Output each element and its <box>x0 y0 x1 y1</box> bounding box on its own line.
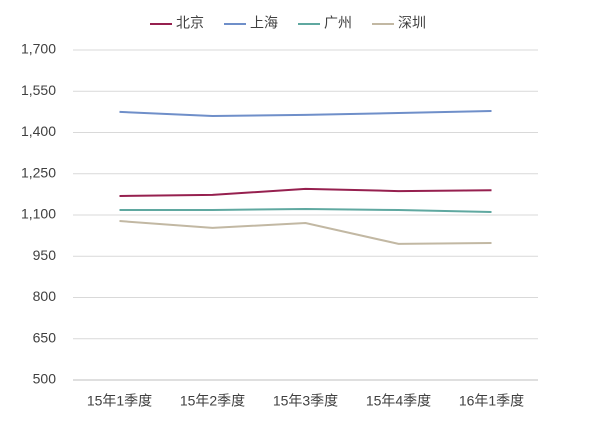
legend-label: 广州 <box>324 15 352 31</box>
y-tick-label: 1,400 <box>21 123 56 139</box>
x-tick-label: 15年1季度 <box>87 393 152 409</box>
legend-label: 北京 <box>176 15 204 31</box>
legend-label: 深圳 <box>398 15 426 31</box>
x-tick-label: 15年3季度 <box>273 393 338 409</box>
y-tick-label: 1,700 <box>21 41 56 57</box>
y-tick-label: 1,250 <box>21 164 56 180</box>
y-tick-label: 1,100 <box>21 206 56 222</box>
x-tick-label: 15年4季度 <box>366 393 431 409</box>
line-series <box>119 220 492 245</box>
x-tick-label: 15年2季度 <box>180 393 245 409</box>
line-series <box>119 110 492 118</box>
y-tick-label: 950 <box>33 247 57 263</box>
y-tick-label: 500 <box>33 371 57 387</box>
x-tick-label: 16年1季度 <box>459 393 524 409</box>
y-tick-label: 650 <box>33 329 57 345</box>
line-series <box>119 187 492 198</box>
line-series <box>119 207 492 213</box>
y-tick-label: 1,550 <box>21 82 56 98</box>
y-tick-label: 800 <box>33 288 57 304</box>
legend-label: 上海 <box>250 15 278 31</box>
